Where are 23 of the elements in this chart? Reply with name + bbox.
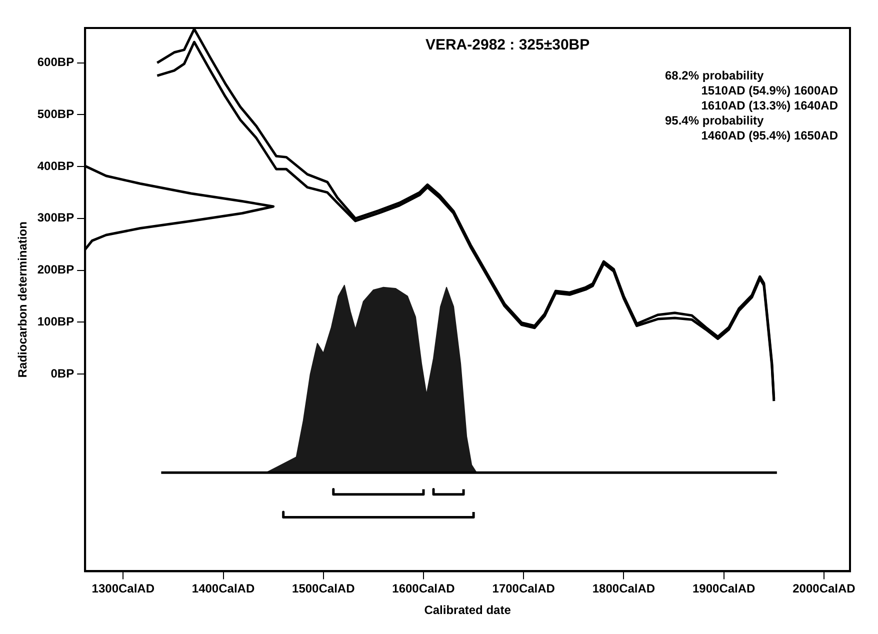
y-tick-label: 600BP bbox=[37, 55, 74, 70]
annotation: 1610AD (13.3%) 1640AD bbox=[701, 98, 838, 112]
x-tick-label: 1800CalAD bbox=[592, 582, 656, 596]
y-axis-title: Radiocarbon determination bbox=[16, 222, 30, 378]
annotation: 95.4% probability bbox=[665, 113, 764, 128]
x-tick-label: 1700CalAD bbox=[492, 582, 556, 596]
x-axis-title: Calibrated date bbox=[424, 603, 512, 618]
x-tick-label: 1900CalAD bbox=[692, 582, 756, 596]
text: VERA-2982 : 325±30BP bbox=[425, 36, 590, 54]
x-tick-label: 2000CalAD bbox=[792, 582, 856, 596]
annotation: 68.2% probability bbox=[665, 68, 764, 82]
y-tick-label: 500BP bbox=[37, 106, 74, 121]
y-tick-label: 100BP bbox=[37, 314, 74, 328]
y-tick-label: 300BP bbox=[37, 210, 74, 225]
y-tick-label: 400BP bbox=[37, 158, 74, 173]
x-tick-label: 1300CalAD bbox=[92, 582, 155, 596]
y-tick-label: 200BP bbox=[37, 262, 74, 277]
y-tick-label: 0BP bbox=[50, 366, 74, 380]
x-tick-label: 1500CalAD bbox=[292, 582, 356, 596]
annotation: 1460AD (95.4%) 1650AD bbox=[701, 128, 838, 142]
annotation: 1510AD (54.9%) 1600AD bbox=[701, 83, 838, 98]
x-tick-label: 1600CalAD bbox=[392, 582, 456, 596]
x-tick-label: 1400CalAD bbox=[192, 582, 255, 596]
